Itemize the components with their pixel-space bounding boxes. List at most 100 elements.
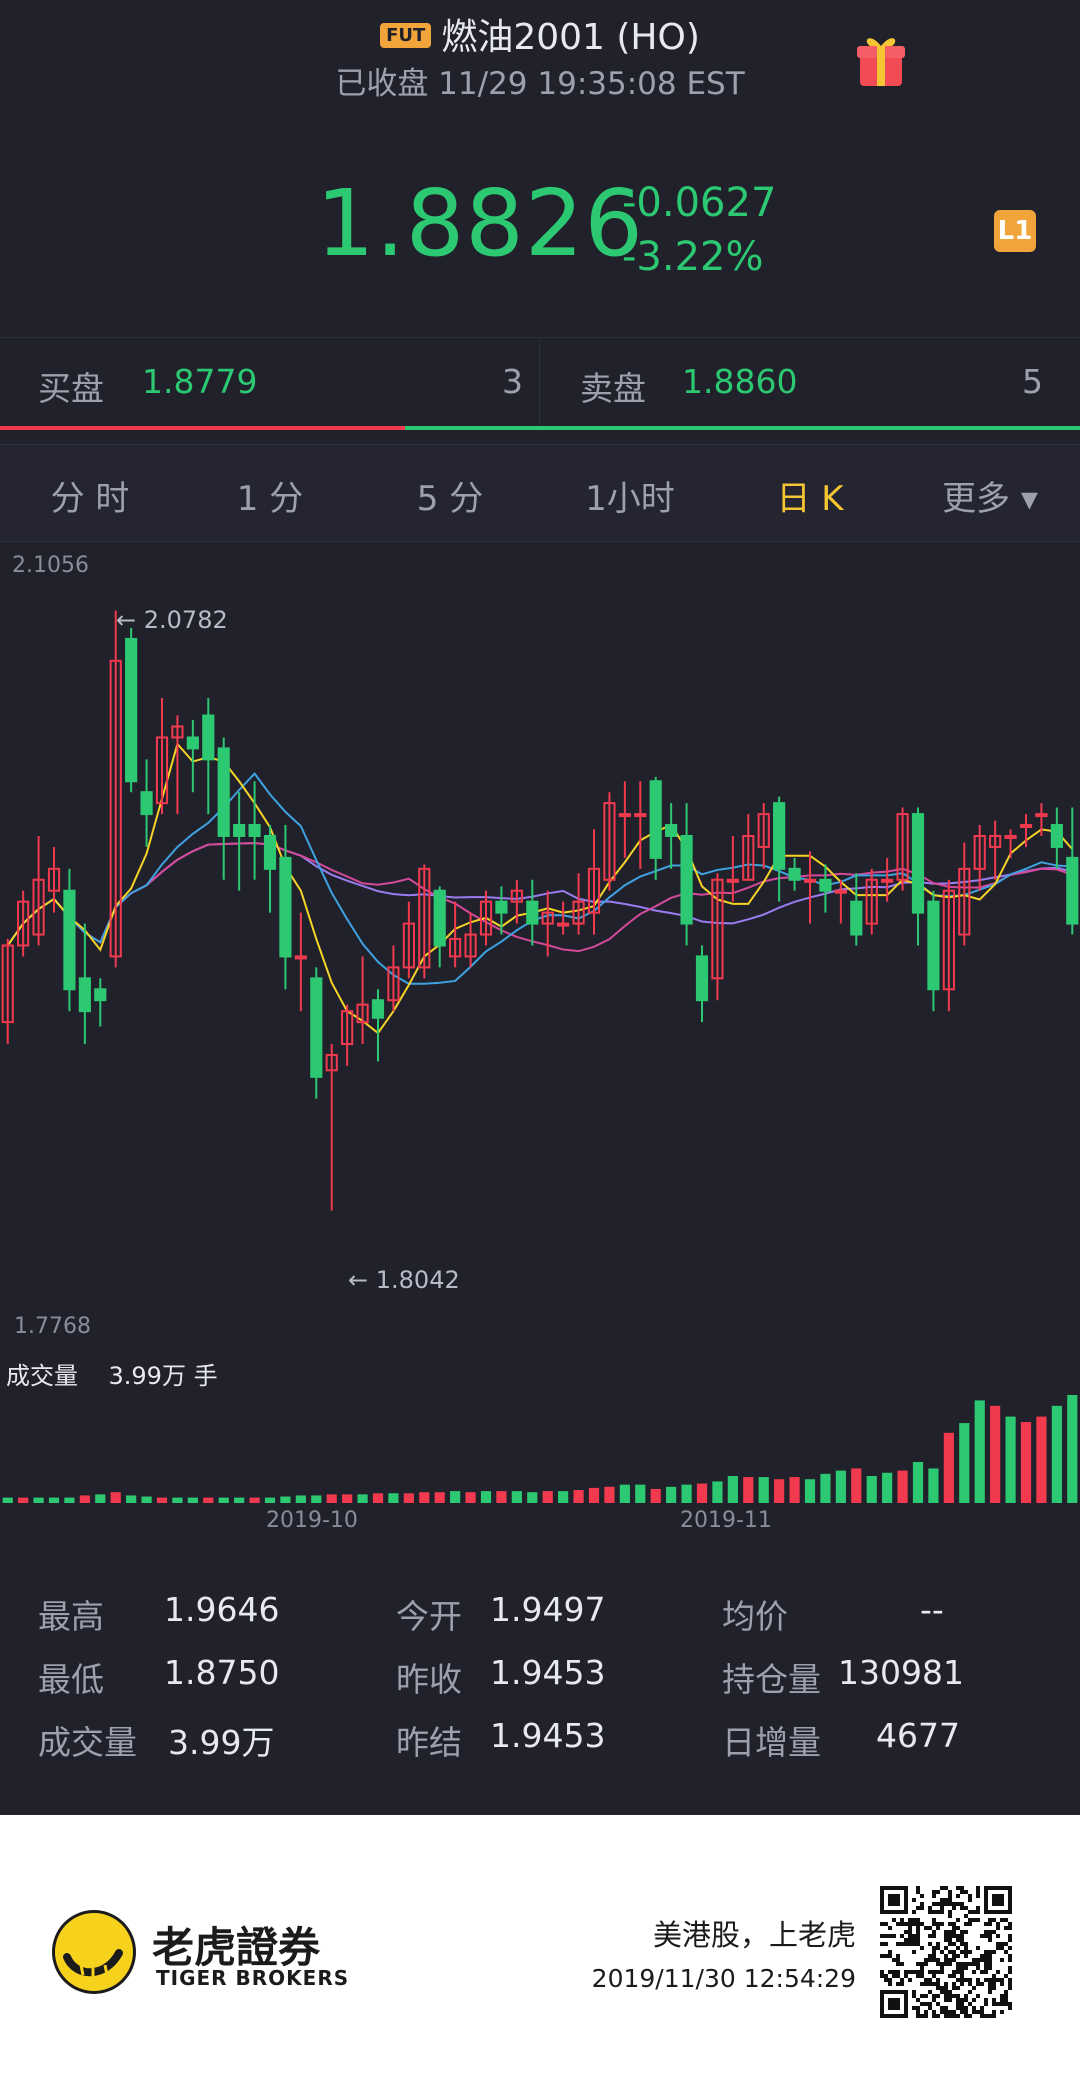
candle-body	[510, 889, 523, 903]
tab-1min[interactable]: 1 分	[236, 479, 304, 519]
low-marker-value: 1.8042	[375, 1266, 460, 1294]
stat-open-label: 今开	[396, 1597, 462, 1636]
candle-body	[680, 834, 693, 925]
stat-avg: --	[920, 1590, 944, 1629]
tiger-logo-icon	[52, 1910, 136, 1994]
candle-body	[958, 867, 971, 936]
price-change-percent: -3.22%	[622, 234, 764, 280]
volume-bar	[1036, 1416, 1047, 1503]
volume-bar	[542, 1491, 553, 1503]
bid-ask-bar: 买盘 1.8779 3 卖盘 1.8860 5	[0, 337, 1080, 430]
volume-bar	[511, 1491, 522, 1503]
tab-1hour[interactable]: 1小时	[585, 479, 675, 519]
stat-prev-close-label: 昨收	[396, 1660, 462, 1699]
candle-body	[665, 824, 678, 837]
candle-body	[773, 802, 786, 870]
volume-bar	[604, 1486, 615, 1503]
candle-body	[819, 878, 832, 892]
candle-body	[541, 911, 554, 925]
y-axis-max: 2.1056	[12, 553, 89, 578]
candle-body	[649, 780, 662, 859]
candle-body	[911, 813, 925, 914]
volume-bar	[959, 1423, 970, 1503]
volume-bar	[465, 1492, 476, 1503]
volume-bar	[835, 1470, 846, 1503]
high-marker: ← 2.0782	[116, 606, 228, 634]
volume-bar	[727, 1476, 738, 1503]
stat-avg-label: 均价	[722, 1597, 788, 1636]
volume-bar	[758, 1477, 769, 1503]
candle-body	[325, 1053, 338, 1072]
candle-body	[1004, 834, 1017, 839]
stat-open: 1.9497	[490, 1590, 606, 1629]
candle-body	[464, 933, 477, 958]
candle-body	[989, 834, 1002, 848]
candle-body	[865, 878, 878, 925]
candle-body	[248, 824, 261, 837]
candle-body	[125, 637, 138, 783]
candle-body	[927, 900, 940, 991]
candle-body	[202, 714, 215, 761]
tab-intraday[interactable]: 分 时	[50, 479, 130, 519]
volume-bar	[882, 1472, 893, 1503]
high-marker-value: 2.0782	[143, 606, 228, 634]
price-change-block: -0.0627 -3.22%	[622, 176, 776, 284]
volume-bar	[18, 1497, 29, 1503]
volume-bar	[450, 1491, 461, 1503]
brand-name-cn: 老虎證券	[152, 1923, 321, 1972]
stat-oi-label: 持仓量	[722, 1660, 821, 1699]
volume-bar	[295, 1495, 306, 1503]
y-axis-min: 1.7768	[14, 1314, 91, 1339]
volume-bar	[866, 1476, 877, 1503]
level1-badge[interactable]: L1	[994, 210, 1036, 252]
volume-bar	[897, 1470, 908, 1503]
volume-bar	[804, 1479, 816, 1503]
volume-bar	[357, 1494, 368, 1503]
candle-body	[32, 878, 45, 936]
candle-body	[78, 977, 91, 1013]
candle-body	[1035, 813, 1048, 818]
volume-bar	[558, 1491, 569, 1503]
candle-body	[140, 791, 153, 816]
volume-chart[interactable]	[0, 1385, 1080, 1503]
instrument-title-row: FUT 燃油2001 (HO)	[0, 8, 1080, 60]
volume-bar	[172, 1497, 183, 1503]
candle-body	[263, 834, 277, 870]
volume-bar	[650, 1488, 661, 1503]
bid-quantity: 3	[502, 362, 523, 401]
tab-daily-k[interactable]: 日 K	[776, 479, 844, 519]
volume-label: 成交量	[6, 1362, 78, 1390]
volume-bar	[48, 1497, 60, 1503]
candle-body	[896, 813, 909, 881]
volume-value: 3.99万 手	[108, 1362, 218, 1390]
ask-label: 卖盘	[580, 369, 646, 408]
volume-bar	[619, 1484, 630, 1503]
volume-bar	[234, 1497, 245, 1503]
volume-bar	[527, 1492, 538, 1503]
gift-icon[interactable]	[856, 30, 906, 88]
volume-bar	[820, 1473, 831, 1503]
brand-name-en: TIGER BROKERS	[156, 1966, 350, 1990]
candle-body	[433, 889, 446, 947]
tab-5min[interactable]: 5 分	[416, 479, 484, 519]
candle-body	[171, 725, 184, 739]
volume-bar	[203, 1497, 214, 1503]
volume-bar	[326, 1494, 337, 1503]
ask-price: 1.8860	[682, 362, 798, 401]
tab-more[interactable]: 更多 ▾	[942, 479, 1038, 519]
qr-code-icon	[880, 1886, 1012, 2018]
volume-bar	[434, 1492, 445, 1503]
ask-quantity: 5	[1022, 362, 1043, 401]
volume-bar	[126, 1495, 137, 1503]
candle-body	[402, 922, 415, 969]
candle-body	[711, 878, 724, 980]
volume-bar	[480, 1491, 492, 1503]
candle-body	[17, 900, 30, 947]
candle-body	[1, 944, 14, 1024]
stat-low-label: 最低	[38, 1660, 104, 1699]
slogan: 美港股，上老虎	[652, 1918, 856, 1952]
volume-bar	[912, 1461, 924, 1503]
market-status: 已收盘 11/29 19:35:08 EST	[335, 66, 745, 102]
candle-body	[356, 1003, 369, 1024]
candlestick-chart[interactable]	[0, 590, 1080, 1310]
